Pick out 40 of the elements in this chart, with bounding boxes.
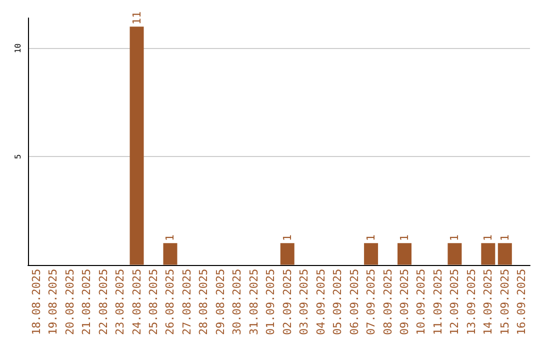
data-label: 1 bbox=[448, 234, 462, 242]
data-label: 1 bbox=[280, 234, 294, 242]
x-tick-label: 03.09.2025 bbox=[298, 268, 311, 336]
x-tick-label: 18.08.2025 bbox=[30, 268, 43, 336]
data-label: 11 bbox=[130, 11, 144, 25]
x-tick-label: 28.08.2025 bbox=[197, 268, 210, 336]
x-tick-label: 08.09.2025 bbox=[381, 268, 394, 336]
data-label: 1 bbox=[364, 234, 378, 242]
x-tick-label: 26.08.2025 bbox=[164, 268, 177, 336]
x-tick-label: 02.09.2025 bbox=[280, 268, 294, 336]
data-label: 1 bbox=[498, 234, 512, 242]
x-tick-label: 16.09.2025 bbox=[515, 268, 528, 336]
x-tick-label: 15.09.2025 bbox=[498, 268, 512, 336]
x-tick-label: 14.09.2025 bbox=[482, 268, 495, 336]
data-label: 1 bbox=[164, 234, 177, 242]
x-tick-label: 10.09.2025 bbox=[414, 268, 428, 336]
x-tick-label: 25.08.2025 bbox=[147, 268, 160, 336]
x-tick-label: 05.09.2025 bbox=[331, 268, 344, 336]
x-tick-label: 07.09.2025 bbox=[364, 268, 378, 336]
x-tick-label: 21.08.2025 bbox=[80, 268, 94, 336]
x-tick-label: 23.08.2025 bbox=[114, 268, 127, 336]
x-tick-label: 24.08.2025 bbox=[130, 268, 144, 336]
x-tick-label: 12.09.2025 bbox=[448, 268, 462, 336]
x-tick-label: 30.08.2025 bbox=[230, 268, 244, 336]
x-tick-label: 22.08.2025 bbox=[96, 268, 110, 336]
x-tick-label: 27.08.2025 bbox=[180, 268, 194, 336]
y-tick-label: 5 bbox=[14, 154, 22, 159]
x-tick-label: 04.09.2025 bbox=[314, 268, 328, 336]
x-tick-label: 11.09.2025 bbox=[431, 268, 444, 336]
x-tick-label: 31.08.2025 bbox=[247, 268, 260, 336]
x-tick-label: 29.08.2025 bbox=[214, 268, 227, 336]
data-label: 1 bbox=[398, 234, 411, 242]
y-tick-label: 10 bbox=[14, 43, 22, 54]
x-tick-label: 09.09.2025 bbox=[398, 268, 411, 336]
x-tick-label: 13.09.2025 bbox=[464, 268, 478, 336]
x-tick-label: 19.08.2025 bbox=[46, 268, 60, 336]
data-label: 1 bbox=[482, 234, 495, 242]
x-tick-label: 01.09.2025 bbox=[264, 268, 278, 336]
x-tick-label: 20.08.2025 bbox=[63, 268, 76, 336]
x-tick-label: 06.09.2025 bbox=[348, 268, 361, 336]
